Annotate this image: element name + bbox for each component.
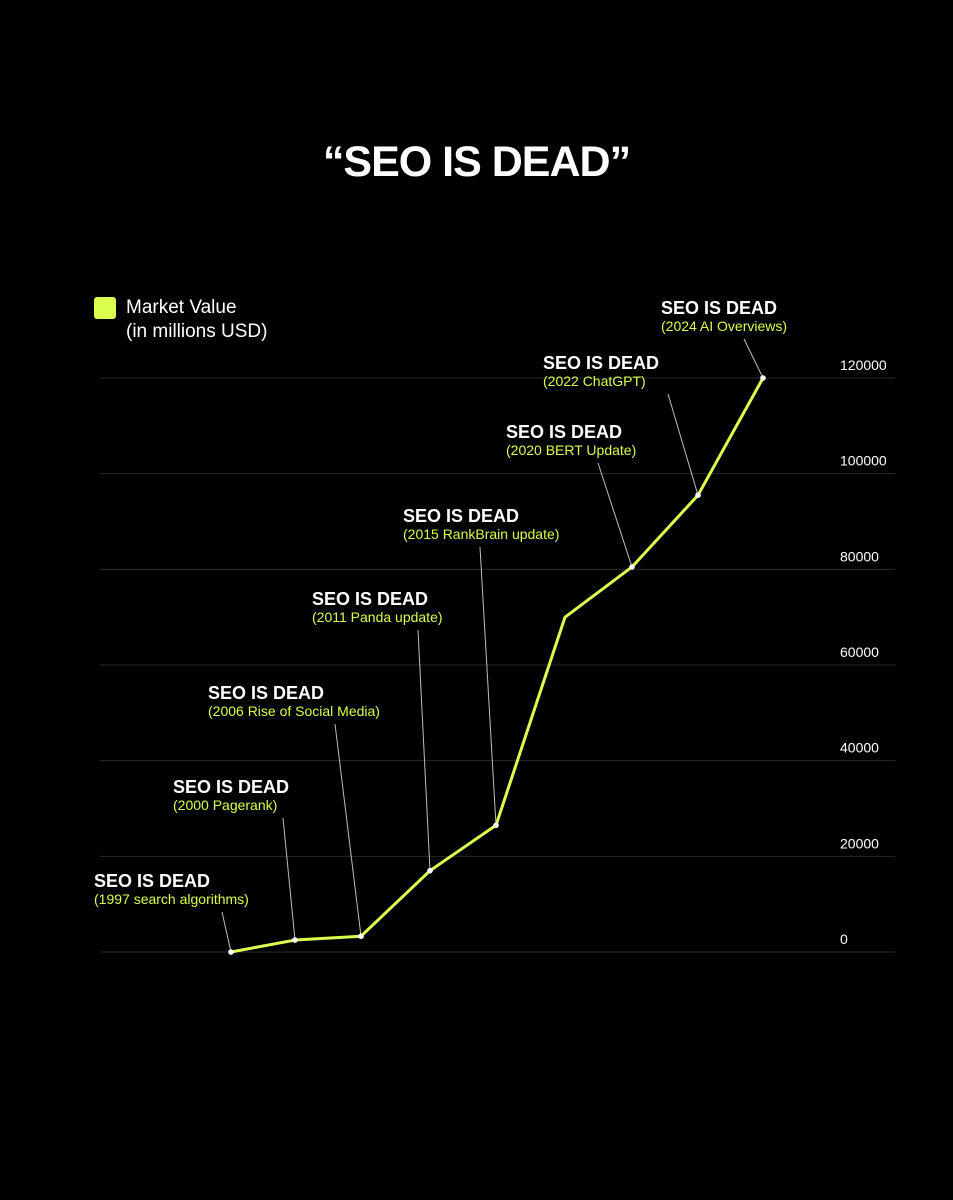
data-point <box>493 822 499 829</box>
legend-swatch <box>94 297 116 319</box>
annotation-subtitle: (1997 search algorithms) <box>94 891 249 907</box>
legend-label-line1: Market Value <box>126 297 237 318</box>
annotation-title: SEO IS DEAD <box>312 589 428 609</box>
legend-label-line2: (in millions USD) <box>126 321 268 342</box>
annotation-title: SEO IS DEAD <box>661 298 777 318</box>
y-tick-label: 100000 <box>840 453 887 469</box>
chart-title: “SEO IS DEAD” <box>322 138 631 186</box>
y-tick-label: 0 <box>840 931 848 947</box>
data-point <box>629 564 635 570</box>
annotation-leader-line <box>282 817 296 941</box>
data-point <box>292 937 298 943</box>
data-point <box>695 492 701 498</box>
annotation-title: SEO IS DEAD <box>543 353 659 373</box>
annotation-subtitle: (2006 Rise of Social Media) <box>208 703 380 719</box>
data-point <box>358 933 364 940</box>
annotation-title: SEO IS DEAD <box>506 422 622 442</box>
data-point <box>228 949 234 955</box>
annotation-leader-line <box>417 629 431 871</box>
annotation-subtitle: (2020 BERT Update) <box>506 442 636 458</box>
annotation-title: SEO IS DEAD <box>403 506 519 526</box>
annotation-title: SEO IS DEAD <box>208 683 324 703</box>
annotation-leader-line <box>221 911 232 953</box>
y-tick-label: 80000 <box>840 548 879 564</box>
annotation-subtitle: (2015 RankBrain update) <box>403 526 559 542</box>
annotation-title: SEO IS DEAD <box>94 871 210 891</box>
y-tick-label: 20000 <box>840 835 879 851</box>
y-tick-label: 40000 <box>840 740 879 756</box>
y-tick-label: 120000 <box>840 357 887 373</box>
annotation-subtitle: (2022 ChatGPT) <box>543 373 646 389</box>
annotation-subtitle: (2011 Panda update) <box>312 609 443 625</box>
annotation-leader-line <box>479 546 497 826</box>
annotation-title: SEO IS DEAD <box>173 777 289 797</box>
data-point <box>427 867 433 874</box>
annotation-leader-line <box>743 338 764 379</box>
annotation-subtitle: (2024 AI Overviews) <box>661 318 787 334</box>
annotation-leader-line <box>667 393 699 496</box>
data-point <box>760 375 766 381</box>
legend: Market Value (in millions USD) <box>94 296 267 344</box>
legend-label: Market Value (in millions USD) <box>126 296 267 344</box>
annotation-subtitle: (2000 Pagerank) <box>173 797 277 813</box>
annotation-leader-line <box>334 723 362 937</box>
annotation-leader-line <box>597 462 633 568</box>
y-tick-label: 60000 <box>840 644 879 660</box>
